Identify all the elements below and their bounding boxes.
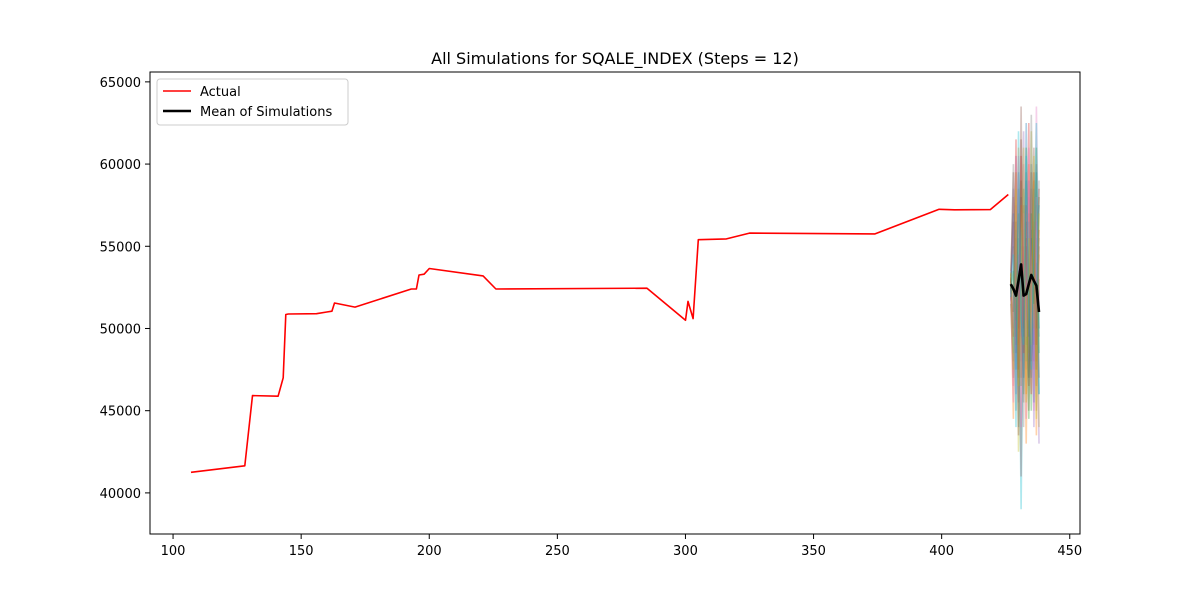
simulation-line-11 — [1010, 122, 1040, 403]
legend: Actual Mean of Simulations — [156, 78, 349, 126]
axes: 100 150 200 250 300 350 400 450 40000 45000 50000 5… — [100, 71, 1082, 559]
simulation-line-12 — [1010, 164, 1040, 436]
x-tick-label: 150 — [289, 544, 314, 559]
simulation-line-16 — [1010, 139, 1040, 436]
mean-series-line — [1009, 263, 1041, 313]
x-tick-label: 300 — [673, 544, 698, 559]
simulation-line-15 — [1010, 131, 1040, 444]
legend-box — [156, 78, 349, 126]
series-lines — [190, 193, 1041, 474]
simulation-line-8 — [1010, 180, 1040, 428]
x-tick-label: 450 — [1057, 544, 1082, 559]
simulation-line-2 — [1010, 147, 1040, 444]
simulation-line-20 — [1010, 122, 1040, 428]
simulation-line-6 — [1010, 106, 1040, 411]
simulation-line-3 — [1010, 147, 1040, 411]
chart-title: All Simulations for SQALE_INDEX (Steps =… — [431, 49, 799, 69]
y-tick-label: 65000 — [100, 76, 141, 91]
x-tick-label: 100 — [161, 544, 186, 559]
plot-frame — [149, 71, 1081, 535]
x-tick-label: 350 — [801, 544, 826, 559]
simulation-line-14 — [1010, 139, 1040, 395]
y-tick-label: 45000 — [100, 405, 141, 420]
x-tick-label: 200 — [417, 544, 442, 559]
simulation-lines — [1010, 106, 1040, 510]
legend-label-1: Actual — [200, 85, 241, 100]
y-tick-label: 40000 — [100, 487, 141, 502]
simulation-line-7 — [1010, 106, 1040, 419]
y-tick-label: 50000 — [100, 322, 141, 337]
simulation-line-9 — [1010, 131, 1040, 452]
simulation-line-19 — [1010, 147, 1040, 419]
x-tick-label: 400 — [929, 544, 954, 559]
legend-label-2: Mean of Simulations — [200, 105, 332, 120]
simulation-line-10 — [1010, 188, 1040, 510]
simulation-line-13 — [1010, 147, 1040, 419]
y-tick-label: 60000 — [100, 158, 141, 173]
x-tick-label: 250 — [545, 544, 570, 559]
simulation-line-4 — [1010, 122, 1040, 477]
simulation-line-18 — [1010, 114, 1040, 403]
simulation-line-1 — [1010, 164, 1040, 428]
actual-series-line — [190, 193, 1009, 474]
y-tick-label: 55000 — [100, 240, 141, 255]
simulation-line-5 — [1010, 155, 1040, 428]
